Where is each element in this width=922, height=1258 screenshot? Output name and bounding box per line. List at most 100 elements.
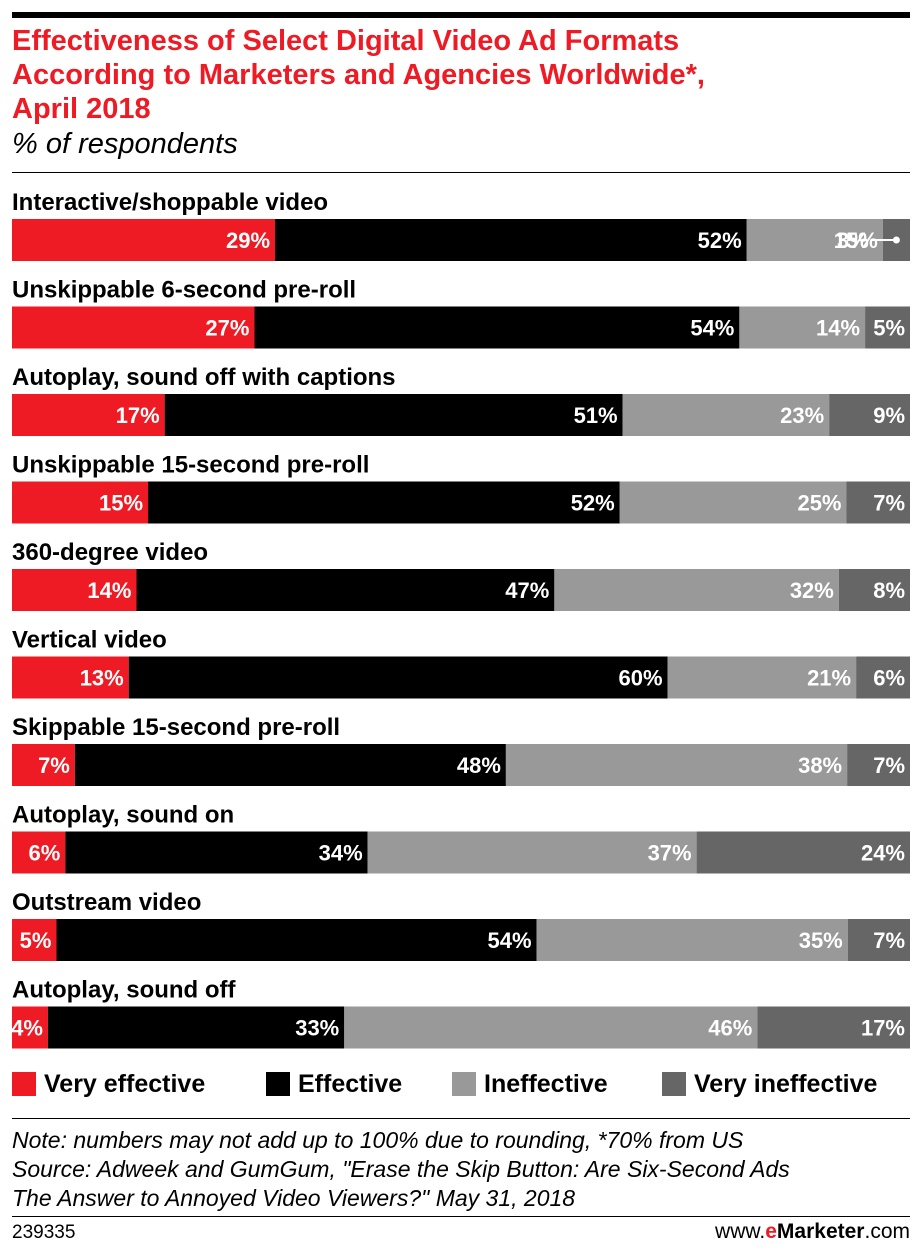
data-label-ineffective: 32% (790, 578, 834, 603)
bar-segment-effective (128, 656, 668, 699)
bar-segment-very-ineffective (847, 744, 910, 786)
bar-segment-very-effective (12, 656, 129, 699)
bar-segment-ineffective (367, 831, 697, 874)
bar-segment-very-effective (12, 219, 276, 261)
category-label: 360-degree video (12, 539, 208, 566)
legend-swatch-very-ineffective (662, 1072, 686, 1096)
bar-segment-ineffective (622, 394, 830, 436)
bar-segment-very-effective (12, 569, 137, 611)
top-rule (12, 12, 910, 18)
data-label-very-ineffective: 7% (873, 491, 905, 516)
legend-item-ineffective: Ineffective (452, 1066, 608, 1102)
data-label-ineffective: 37% (648, 841, 692, 866)
notes-divider (12, 1118, 910, 1119)
bar-segment-ineffective (667, 656, 857, 699)
header-divider (12, 172, 910, 173)
data-label-ineffective: 46% (708, 1016, 752, 1041)
data-label-very-ineffective: 9% (873, 403, 905, 428)
bar-segment-ineffective (536, 919, 848, 961)
chart-subtitle: % of respondents (12, 128, 238, 160)
note-line: Note: numbers may not add up to 100% due… (12, 1127, 744, 1153)
bar-segment-very-effective (12, 306, 255, 349)
data-label-ineffective: 21% (807, 666, 851, 691)
data-label-ineffective: 35% (799, 928, 843, 953)
data-label-effective: 47% (505, 578, 549, 603)
data-label-ineffective: 23% (780, 403, 824, 428)
bar-segment-effective (148, 481, 620, 524)
bar-segment-effective (74, 744, 506, 786)
data-label-very-effective: 5% (20, 928, 52, 953)
label-leader-dot (892, 236, 900, 244)
data-label-effective: 60% (618, 666, 662, 691)
bar-segment-effective (275, 219, 747, 261)
legend-item-very-effective: Very effective (12, 1066, 205, 1102)
chart-notes: Note: numbers may not add up to 100% due… (12, 1126, 910, 1213)
bar-segment-ineffective (505, 744, 848, 786)
category-label: Vertical video (12, 627, 167, 654)
legend-label-effective: Effective (298, 1069, 403, 1098)
data-label-very-ineffective: 24% (861, 841, 905, 866)
data-label-ineffective: 15% (834, 228, 878, 253)
bar-segment-effective (254, 306, 740, 349)
bar-segment-ineffective (746, 219, 883, 261)
bar-segment-effective (47, 1006, 345, 1049)
data-label-ineffective: 38% (798, 753, 842, 778)
data-label-very-ineffective: 5% (873, 316, 905, 341)
category-label: Interactive/shoppable video (12, 189, 328, 216)
category-label: Autoplay, sound off (12, 977, 237, 1004)
data-label-effective: 54% (690, 316, 734, 341)
data-label-very-effective: 15% (99, 491, 143, 516)
data-label-very-ineffective: 3% (837, 228, 869, 253)
bar-segment-very-effective (12, 481, 149, 524)
chart-id: 239335 (12, 1222, 76, 1243)
chart-legend: Very effective Effective Ineffective Ver… (12, 1066, 910, 1102)
legend-label-ineffective: Ineffective (484, 1069, 608, 1098)
brand-url[interactable]: www.eMarketer.com (715, 1220, 910, 1244)
title-line-3: April 2018 (12, 93, 151, 125)
legend-label-very-ineffective: Very ineffective (694, 1069, 878, 1098)
chart-title: Effectiveness of Select Digital Video Ad… (12, 24, 910, 126)
data-label-ineffective: 14% (816, 316, 860, 341)
bar-segment-very-ineffective (847, 919, 910, 961)
legend-item-very-ineffective: Very ineffective (662, 1066, 877, 1102)
data-label-effective: 52% (698, 228, 742, 253)
bar-segment-very-effective (12, 831, 66, 874)
bar-segment-effective (65, 831, 368, 874)
data-label-very-effective: 29% (226, 228, 270, 253)
bar-segment-ineffective (739, 306, 866, 349)
data-label-very-ineffective: 8% (873, 578, 905, 603)
data-label-effective: 34% (319, 841, 363, 866)
data-label-effective: 51% (574, 403, 618, 428)
bar-segment-ineffective (619, 481, 847, 524)
title-line-1: Effectiveness of Select Digital Video Ad… (12, 25, 680, 57)
data-label-very-effective: 14% (87, 578, 131, 603)
data-label-ineffective: 25% (797, 491, 841, 516)
source-line-2: The Answer to Annoyed Video Viewers?" Ma… (12, 1185, 576, 1211)
bar-segment-ineffective (554, 569, 839, 611)
bar-segment-very-ineffective (829, 394, 910, 436)
bar-segment-very-effective (12, 919, 57, 961)
data-label-very-ineffective: 7% (873, 753, 905, 778)
data-label-very-ineffective: 17% (861, 1016, 905, 1041)
bar-segment-very-ineffective (838, 569, 910, 611)
brand-e: e (765, 1220, 777, 1243)
legend-swatch-very-effective (12, 1072, 36, 1096)
legend-item-effective: Effective (266, 1066, 402, 1102)
bar-segment-very-effective (12, 744, 75, 786)
bar-segment-very-ineffective (856, 656, 910, 699)
category-label: Outstream video (12, 889, 201, 916)
data-label-very-effective: 17% (116, 403, 160, 428)
legend-swatch-ineffective (452, 1072, 476, 1096)
category-label: Skippable 15-second pre-roll (12, 714, 340, 741)
data-label-effective: 54% (488, 928, 532, 953)
title-line-2: According to Marketers and Agencies Worl… (12, 59, 705, 91)
category-label: Autoplay, sound on (12, 802, 234, 829)
footer-divider (12, 1216, 910, 1217)
data-label-very-ineffective: 6% (873, 666, 905, 691)
bar-segment-effective (136, 569, 555, 611)
bar-segment-very-ineffective (865, 306, 910, 349)
data-label-very-effective: 4% (11, 1016, 43, 1041)
data-label-very-effective: 7% (38, 753, 70, 778)
data-label-effective: 48% (457, 753, 501, 778)
